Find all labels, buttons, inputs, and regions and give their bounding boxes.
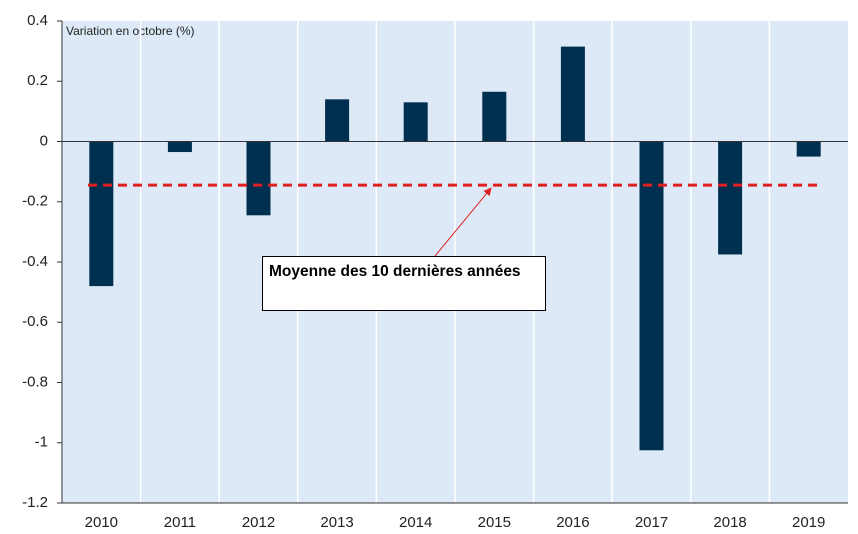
x-tick-label: 2012 bbox=[242, 514, 275, 531]
y-tick-label: -0.8 bbox=[22, 373, 48, 390]
x-tick-label: 2019 bbox=[792, 514, 825, 531]
x-tick-label: 2011 bbox=[164, 514, 196, 531]
y-tick-label: -0.6 bbox=[22, 313, 48, 330]
bar bbox=[246, 141, 271, 216]
bar bbox=[482, 91, 507, 142]
x-tick-label: 2017 bbox=[635, 514, 668, 531]
bar bbox=[325, 99, 350, 142]
y-tick-label: 0.4 bbox=[27, 12, 48, 29]
annotation: Moyenne des 10 dernières années bbox=[262, 256, 546, 311]
y-tick-label: -0.4 bbox=[22, 253, 48, 270]
y-axis-label: Variation en octobre (%) bbox=[66, 24, 195, 38]
x-tick-label: 2016 bbox=[556, 514, 589, 531]
bar bbox=[89, 141, 114, 287]
bar bbox=[718, 141, 743, 255]
bar bbox=[167, 141, 192, 153]
y-tick-label: -1.2 bbox=[22, 494, 48, 511]
x-tick-label: 2018 bbox=[713, 514, 746, 531]
bar bbox=[796, 141, 821, 157]
y-tick-label: -0.2 bbox=[22, 193, 48, 210]
x-tick-label: 2013 bbox=[320, 514, 353, 531]
x-tick-label: 2010 bbox=[85, 514, 118, 531]
y-tick-label: -1 bbox=[35, 434, 48, 451]
bar bbox=[639, 141, 664, 451]
x-tick-label: 2015 bbox=[478, 514, 511, 531]
y-tick-label: 0 bbox=[40, 132, 48, 149]
bar bbox=[560, 46, 585, 142]
y-tick-label: 0.2 bbox=[27, 72, 48, 89]
annotation-arrow bbox=[434, 187, 492, 257]
bar bbox=[403, 102, 428, 142]
x-tick-label: 2014 bbox=[399, 514, 432, 531]
